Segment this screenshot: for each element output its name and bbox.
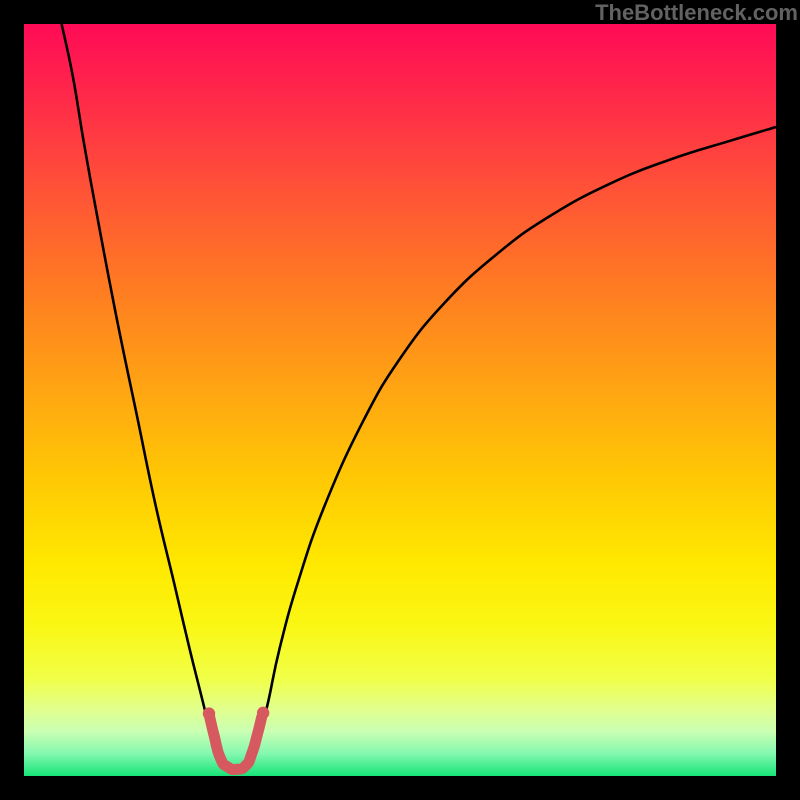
plot-background — [24, 24, 776, 776]
bottleneck-chart — [0, 0, 800, 800]
chart-container: TheBottleneck.com — [0, 0, 800, 800]
watermark-text: TheBottleneck.com — [595, 0, 798, 26]
